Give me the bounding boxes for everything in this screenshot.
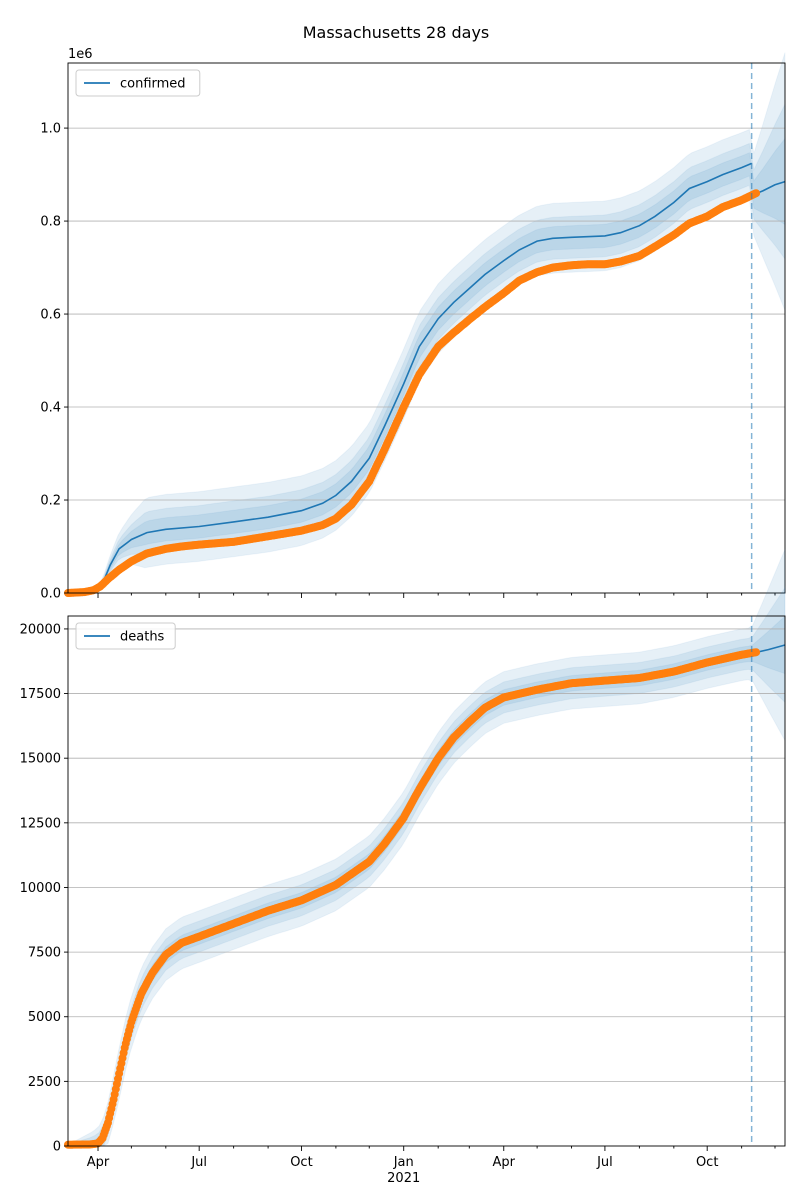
- deaths-ytick-label-6: 15000: [20, 752, 61, 767]
- confirmed-offset-label: 1e6: [68, 47, 93, 62]
- confirmed-legend-box: [75, 69, 201, 97]
- deaths-ytick-label-4: 10000: [20, 881, 61, 896]
- confirmed-panel: 0.0 0.2 0.4 0.6 0.8 1.0 1e6 confirmed: [40, 47, 786, 602]
- deaths-ytick-label-1: 2500: [28, 1075, 61, 1090]
- deaths-ytick-label-8: 20000: [20, 622, 61, 637]
- deaths-model-fit: [67, 652, 752, 1146]
- deaths-legend-label: deaths: [120, 630, 165, 645]
- confirmed-ytick-label-2: 0.4: [40, 401, 61, 416]
- confirmed-band-3: [95, 137, 786, 594]
- deaths-ytick-label-5: 12500: [20, 816, 61, 831]
- deaths-ytick-label-0: 0: [53, 1140, 61, 1155]
- deaths-ytick-label-7: 17500: [20, 687, 61, 702]
- deaths-ytick-label-2: 5000: [28, 1010, 61, 1025]
- confirmed-model-fit: [95, 162, 753, 594]
- confirmed-ytick-label-5: 1.0: [40, 122, 61, 137]
- confirmed-observed-points: [64, 189, 761, 597]
- deaths-ytick-label-3: 7500: [28, 946, 61, 961]
- deaths-observed-points: [64, 648, 761, 1149]
- confirmed-ytick-label-0: 0.0: [40, 587, 61, 602]
- deaths-axes: 0 2500 5000 7500 10000 12500 15000 17500 20000 Ap…: [20, 615, 786, 1186]
- confirmed-axes-frame: [67, 62, 786, 594]
- deaths-panel: 0 2500 5000 7500 10000 12500 15000 17500 20000 Ap…: [20, 549, 786, 1186]
- xtick-label-4: Apr: [493, 1155, 516, 1170]
- xtick-label-1: Jul: [190, 1155, 207, 1170]
- xtick-label-6: Oct: [696, 1155, 718, 1170]
- deaths-observed-point-619: [752, 648, 761, 657]
- xtick-label-0: Apr: [87, 1155, 110, 1170]
- figure-title: Massachusetts 28 days: [303, 23, 490, 42]
- deaths-model-line: [67, 644, 786, 1146]
- deaths-gridlines: [68, 628, 785, 1082]
- confirmed-axes: 0.0 0.2 0.4 0.6 0.8 1.0 1e6: [40, 47, 786, 602]
- xtick-label-2: Oct: [290, 1155, 312, 1170]
- confirmed-uncertainty-bands: [94, 52, 786, 595]
- confirmed-legend: confirmed: [75, 69, 201, 97]
- xtick-label-3: Jan: [393, 1155, 414, 1170]
- deaths-axes-frame: [67, 615, 786, 1147]
- xtick-label-5: Jul: [596, 1155, 613, 1170]
- confirmed-observed-point-619: [752, 189, 761, 198]
- deaths-legend: deaths: [75, 622, 176, 650]
- confirmed-legend-label: confirmed: [120, 77, 186, 92]
- deaths-legend-box: [75, 622, 176, 650]
- xtick-year-label: 2021: [387, 1171, 420, 1186]
- confirmed-ytick-label-4: 0.8: [40, 215, 61, 230]
- confirmed-ytick-label-1: 0.2: [40, 494, 61, 509]
- confirmed-gridlines: [68, 127, 785, 501]
- confirmed-ytick-label-3: 0.6: [40, 308, 61, 323]
